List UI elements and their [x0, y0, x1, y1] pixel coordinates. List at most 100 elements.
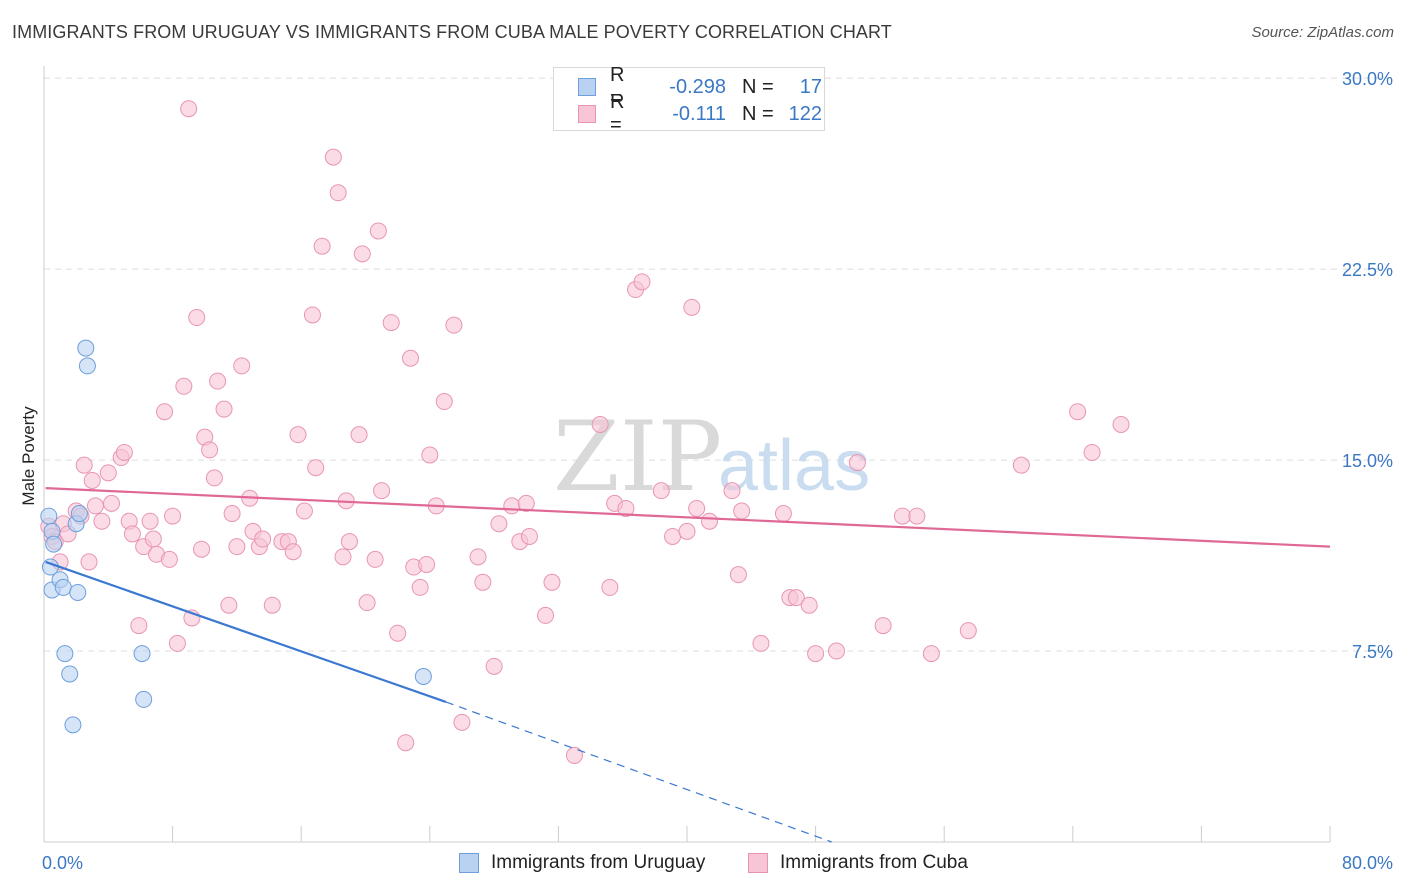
cuba-point	[215, 400, 233, 418]
cuba-point	[130, 617, 148, 635]
cuba-point	[664, 527, 682, 545]
cuba-point	[168, 634, 186, 652]
cuba-point	[93, 512, 111, 530]
watermark-atlas: atlas	[718, 426, 870, 506]
cuba-point	[180, 100, 198, 118]
n-value: 17	[799, 75, 822, 98]
uruguay-legend-label: Immigrants from Uruguay	[491, 852, 706, 873]
cuba-point	[893, 507, 911, 525]
y-tick-labels: 7.5% 15.0% 22.5% 30.0%	[1342, 69, 1393, 662]
legend-item-uruguay[interactable]: Immigrants from Uruguay	[459, 852, 705, 874]
cuba-point	[397, 734, 415, 752]
cuba-point	[874, 617, 892, 635]
uruguay-point	[40, 507, 58, 525]
r-value: -0.298	[669, 75, 726, 98]
correlation-legend: R = -0.298 N = 17 R = -0.111 N = 122	[553, 64, 825, 136]
cuba-point	[591, 415, 609, 433]
r-label: R =	[610, 64, 625, 109]
cuba-point	[233, 357, 251, 375]
n-value: 122	[788, 102, 822, 125]
cuba-point	[324, 148, 342, 166]
y-tick-label: 30.0%	[1342, 69, 1393, 89]
y-tick-label: 15.0%	[1342, 451, 1393, 471]
uruguay-swatch	[578, 78, 596, 96]
cuba-point	[729, 566, 747, 584]
legend-row-uruguay: R = -0.298 N = 17	[578, 64, 822, 109]
cuba-point	[485, 657, 503, 675]
cuba-point	[295, 502, 313, 520]
cuba-point	[959, 622, 977, 640]
cuba-point	[115, 443, 133, 461]
source-label: Source: ZipAtlas.com	[1251, 24, 1394, 41]
uruguay-point	[64, 716, 82, 734]
cuba-point	[334, 548, 352, 566]
cuba-point	[164, 507, 182, 525]
cuba-point	[418, 555, 436, 573]
cuba-point	[205, 469, 223, 487]
x-tick-labels: 0.0% 80.0%	[42, 853, 1393, 873]
axes	[43, 66, 1331, 843]
cuba-swatch	[578, 105, 596, 123]
cuba-point	[517, 494, 535, 512]
cuba-point	[369, 222, 387, 240]
y-axis-label: Male Poverty	[19, 406, 38, 506]
cuba-point	[1083, 443, 1101, 461]
cuba-point	[752, 634, 770, 652]
cuba-point	[435, 393, 453, 411]
uruguay-point	[70, 505, 88, 523]
cuba-point	[469, 548, 487, 566]
cuba-regression-line	[45, 487, 1331, 548]
uruguay-points	[40, 339, 432, 734]
cuba-point	[908, 507, 926, 525]
cuba-point	[453, 713, 471, 731]
cuba-legend-label: Immigrants from Cuba	[780, 852, 968, 873]
cuba-point	[633, 273, 651, 291]
legend-item-cuba[interactable]: Immigrants from Cuba	[748, 852, 968, 874]
cuba-point	[733, 502, 751, 520]
cuba-point	[827, 642, 845, 660]
cuba-point	[99, 464, 117, 482]
cuba-point	[445, 316, 463, 334]
cuba-point	[144, 530, 162, 548]
cuba-point	[303, 306, 321, 324]
cuba-point	[701, 512, 719, 530]
cuba-point	[503, 497, 521, 515]
r-label: R =	[610, 91, 625, 136]
x-tick-label-min: 0.0%	[42, 853, 83, 873]
uruguay-point	[133, 645, 151, 663]
y-tick-label: 22.5%	[1342, 260, 1393, 280]
cuba-point	[289, 426, 307, 444]
cuba-point	[490, 515, 508, 533]
cuba-point	[353, 245, 371, 263]
cuba-point	[1069, 403, 1087, 421]
cuba-point	[848, 454, 866, 472]
cuba-point	[373, 482, 391, 500]
cuba-point	[617, 499, 635, 517]
uruguay-point	[78, 357, 96, 375]
cuba-point	[723, 482, 741, 500]
uruguay-regression-line	[45, 560, 447, 704]
cuba-point	[800, 596, 818, 614]
uruguay-point	[135, 690, 153, 708]
cuba-point	[683, 298, 701, 316]
cuba-point	[537, 606, 555, 624]
cuba-point	[220, 596, 238, 614]
cuba-point	[601, 578, 619, 596]
cuba-point	[1112, 415, 1130, 433]
cuba-point	[774, 505, 792, 523]
cuba-point	[652, 482, 670, 500]
cuba-point	[123, 525, 141, 543]
cuba-point	[411, 578, 429, 596]
n-label: N =	[742, 75, 774, 98]
uruguay-point	[414, 668, 432, 686]
cuba-point	[160, 550, 178, 568]
uruguay-regression-extension	[445, 701, 832, 843]
watermark: ZIP atlas	[553, 401, 870, 513]
cuba-point	[678, 522, 696, 540]
cuba-point	[228, 538, 246, 556]
cuba-point	[80, 553, 98, 571]
cuba-point	[103, 494, 121, 512]
cuba-point	[193, 540, 211, 558]
cuba-point	[223, 505, 241, 523]
